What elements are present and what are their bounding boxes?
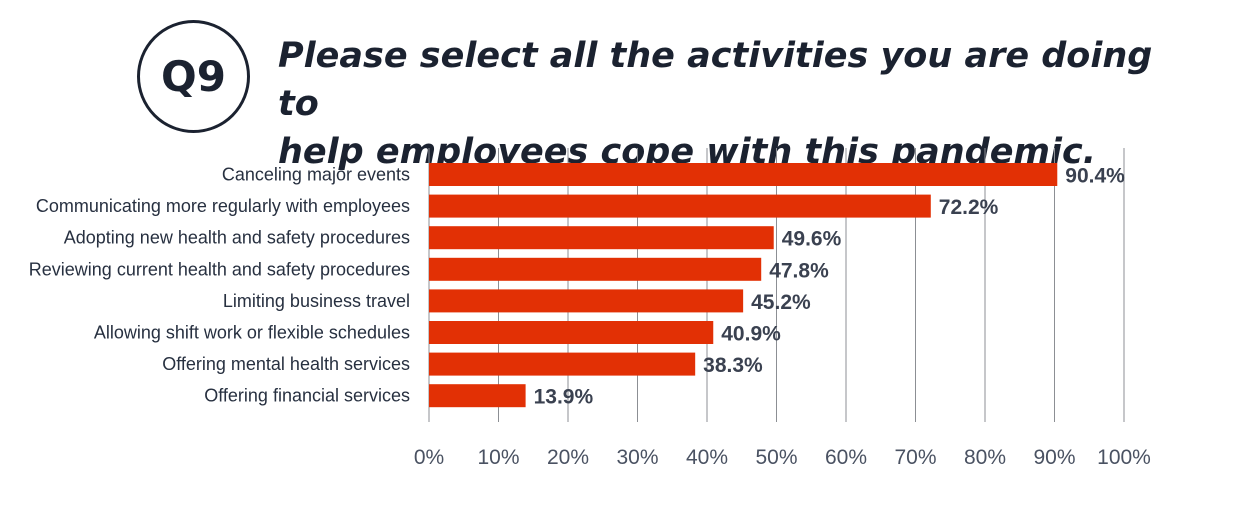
category-label-1: Communicating more regularly with employ… — [36, 196, 410, 216]
x-tick-label-80: 80% — [964, 446, 1006, 469]
x-tick-label-30: 30% — [616, 446, 658, 469]
x-tick-label-90: 90% — [1033, 446, 1075, 469]
bar-5 — [429, 321, 714, 344]
category-label-7: Offering financial services — [204, 386, 410, 406]
bar-7 — [429, 384, 526, 408]
value-label-0: 90.4% — [1065, 165, 1125, 188]
x-tick-label-70: 70% — [894, 446, 936, 469]
value-label-5: 40.9% — [721, 323, 781, 346]
x-tick-label-20: 20% — [547, 446, 589, 469]
x-tick-label-100: 100% — [1097, 446, 1151, 469]
x-tick-label-0: 0% — [414, 446, 444, 469]
category-label-3: Reviewing current health and safety proc… — [29, 259, 410, 279]
category-label-2: Adopting new health and safety procedure… — [64, 228, 410, 248]
category-label-6: Offering mental health services — [162, 354, 410, 374]
category-label-0: Canceling major events — [222, 165, 410, 185]
x-tick-label-10: 10% — [477, 446, 519, 469]
value-label-7: 13.9% — [534, 386, 594, 409]
value-label-4: 45.2% — [751, 291, 811, 314]
bar-0 — [429, 163, 1058, 186]
bar-1 — [429, 194, 931, 218]
question-badge: Q9 — [137, 20, 250, 133]
bar-6 — [429, 352, 696, 376]
x-tick-label-60: 60% — [825, 446, 867, 469]
bar-2 — [429, 226, 774, 250]
value-label-3: 47.8% — [769, 259, 829, 282]
category-label-5: Allowing shift work or flexible schedule… — [94, 323, 410, 343]
title-line-1: Please select all the activities you are… — [278, 36, 1153, 124]
value-label-6: 38.3% — [703, 354, 763, 377]
value-label-2: 49.6% — [782, 228, 842, 251]
category-label-4: Limiting business travel — [223, 291, 410, 311]
bar-3 — [429, 257, 762, 281]
value-label-1: 72.2% — [939, 196, 999, 219]
x-tick-label-50: 50% — [755, 446, 797, 469]
x-tick-label-40: 40% — [686, 446, 728, 469]
bar-4 — [429, 289, 744, 313]
